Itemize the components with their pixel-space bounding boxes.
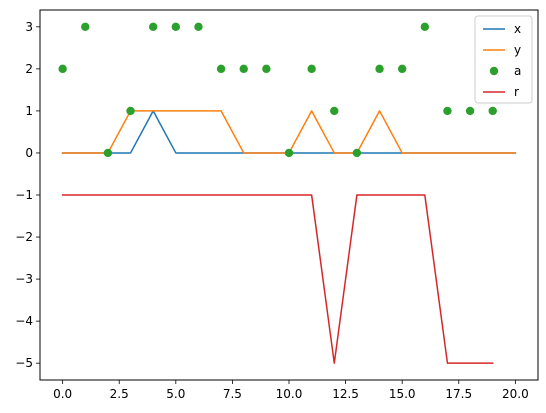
y-tick-label: 3 [25, 20, 33, 34]
series-point-a [420, 22, 430, 32]
x-tick-label: 5.0 [166, 387, 185, 401]
series-point-a [352, 148, 362, 158]
series-point-a [239, 64, 248, 74]
series-point-a [171, 22, 181, 32]
x-tick-label: 2.5 [110, 387, 129, 401]
x-tick-label: 7.5 [223, 387, 242, 401]
y-tick-label: −5 [15, 356, 33, 370]
series-point-a [216, 64, 226, 74]
ticks: 0.0 2.5 5.0 7.5 10.0 12.5 15.0 17.5 20.0 −5 −4 −3 −2… [15, 20, 528, 401]
legend-handle-a [489, 66, 499, 76]
series-point-a [126, 106, 135, 116]
legend-label-x: x [514, 22, 521, 36]
series-point-a [148, 22, 158, 32]
series-point-a [307, 64, 316, 74]
series-point-a [397, 64, 407, 74]
y-tick-label: −2 [15, 230, 33, 244]
y-tick-label: 0 [25, 146, 33, 160]
series-point-a [81, 22, 90, 32]
series-line-r [61, 194, 494, 364]
x-tick-label: 17.5 [445, 387, 472, 401]
series-point-a [262, 64, 271, 74]
y-tick-label: −3 [15, 272, 33, 286]
x-tick-label: 0.0 [53, 387, 72, 401]
series-point-a [58, 64, 67, 74]
legend-box [474, 15, 533, 104]
x-tick-label: 12.5 [332, 387, 359, 401]
series-point-a [103, 148, 113, 158]
plot-area [58, 22, 517, 364]
y-tick-label: 1 [25, 104, 33, 118]
y-tick-label: −1 [15, 188, 33, 202]
legend-label-a: a [514, 64, 521, 78]
series-point-a [284, 148, 294, 158]
x-tick-label: 20.0 [502, 387, 529, 401]
legend-label-y: y [514, 43, 521, 57]
y-tick-label: −4 [15, 314, 33, 328]
y-tick-label: 2 [25, 62, 33, 76]
series-group [58, 22, 517, 364]
series-point-a [330, 106, 339, 116]
series-point-a [488, 106, 497, 116]
series-point-a [465, 106, 475, 116]
x-tick-label: 10.0 [276, 387, 303, 401]
series-point-a [443, 106, 452, 116]
series-point-a [194, 22, 203, 32]
legend-label-r: r [514, 85, 519, 99]
x-tick-label: 15.0 [389, 387, 416, 401]
series-point-a [375, 64, 384, 74]
